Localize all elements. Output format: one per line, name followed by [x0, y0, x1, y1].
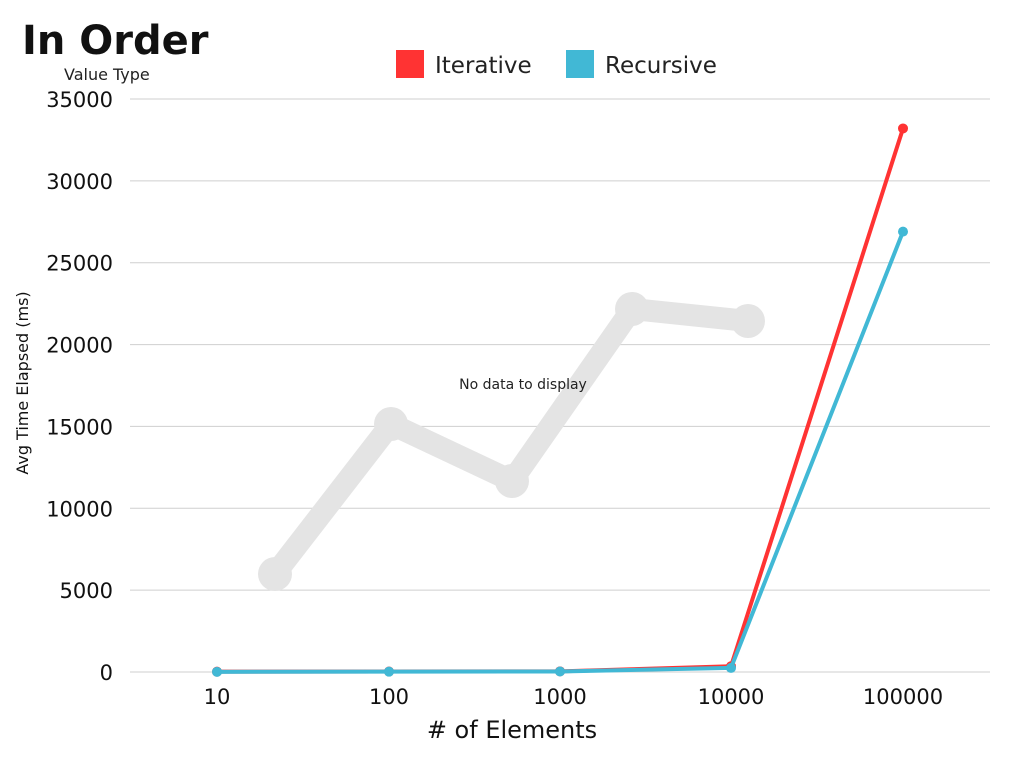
placeholder-point — [374, 407, 408, 441]
y-tick-label: 5000 — [60, 579, 113, 603]
placeholder-point — [495, 464, 529, 498]
x-tick-label: 100 — [369, 685, 409, 709]
data-point — [898, 123, 908, 134]
data-point — [726, 662, 736, 673]
legend: Iterative Recursive — [396, 50, 717, 79]
y-tick-label: 30000 — [46, 170, 113, 194]
y-tick-label: 25000 — [46, 252, 113, 276]
legend-swatch — [566, 50, 594, 78]
no-data-placeholder — [258, 292, 765, 591]
legend-label: Iterative — [435, 53, 532, 79]
y-axis-label: Avg Time Elapsed (ms) — [13, 291, 32, 474]
data-point — [212, 666, 222, 677]
x-tick-label: 100000 — [863, 685, 943, 709]
y-axis-ticks: 0 5000 10000 15000 20000 25000 30000 35000 — [46, 88, 113, 685]
data-point — [555, 666, 565, 677]
data-point — [898, 226, 908, 237]
data-point — [384, 666, 394, 677]
no-data-message: No data to display — [459, 377, 587, 393]
y-tick-label: 20000 — [46, 334, 113, 358]
legend-item-iterative: Iterative — [396, 50, 532, 79]
series-recursive — [212, 226, 908, 677]
chart-subtitle: Value Type — [64, 65, 150, 84]
placeholder-line — [264, 298, 759, 585]
y-tick-label: 35000 — [46, 88, 113, 112]
x-axis-label: # of Elements — [427, 716, 597, 744]
chart-title: In Order — [22, 18, 209, 64]
x-tick-label: 1000 — [533, 685, 586, 709]
y-tick-label: 15000 — [46, 415, 113, 439]
x-tick-label: 10 — [204, 685, 231, 709]
y-tick-label: 0 — [100, 661, 113, 685]
legend-swatch — [396, 50, 424, 78]
series-group — [212, 123, 908, 677]
x-axis-ticks: 10 100 1000 10000 100000 — [204, 685, 943, 709]
x-tick-label: 10000 — [698, 685, 765, 709]
y-tick-label: 10000 — [46, 497, 113, 521]
placeholder-point — [258, 557, 292, 591]
legend-item-recursive: Recursive — [566, 50, 717, 79]
placeholder-point — [615, 292, 649, 326]
placeholder-point — [731, 304, 765, 338]
legend-label: Recursive — [605, 53, 717, 79]
